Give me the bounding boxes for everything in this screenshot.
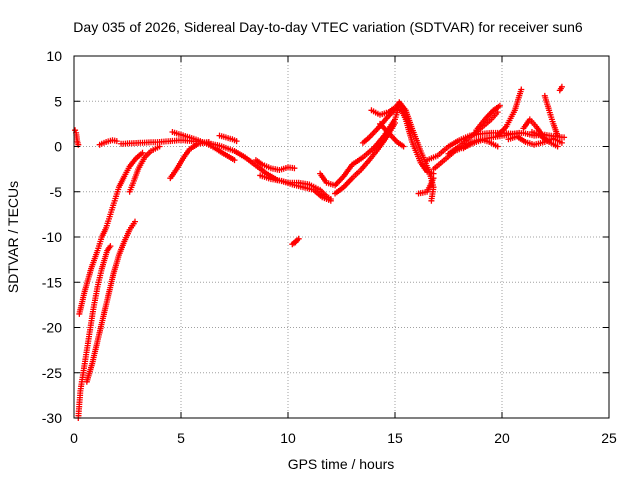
data-point-markers — [216, 132, 240, 145]
y-tick-label: -25 — [42, 365, 62, 381]
data-point-markers — [252, 157, 298, 173]
data-track — [505, 133, 565, 148]
data-track — [377, 120, 407, 150]
y-tick-label: 5 — [54, 93, 62, 109]
data-point-markers — [76, 149, 146, 317]
data-point-markers — [473, 102, 503, 134]
data-track — [445, 109, 501, 157]
x-tick-label: 0 — [70, 430, 78, 446]
data-track — [257, 172, 334, 204]
data-point-markers — [169, 129, 238, 164]
data-point-markers — [494, 86, 525, 139]
data-track — [494, 86, 525, 139]
data-track — [556, 83, 565, 94]
data-point-markers — [75, 243, 114, 421]
data-point-markers — [72, 127, 82, 148]
y-tick-label: -5 — [50, 184, 63, 200]
y-tick-label: -20 — [42, 320, 62, 336]
x-tick-label: 20 — [494, 430, 510, 446]
grid-layer — [74, 56, 609, 418]
ticks-layer: 0 5 10 15 20 25 -30 -25 -20 -15 -10 -5 0 5 10 — [42, 48, 617, 446]
data-track — [415, 175, 437, 197]
data-point-markers — [96, 137, 120, 148]
data-track — [83, 218, 138, 385]
data-point-markers — [83, 218, 138, 385]
data-point-markers — [541, 92, 561, 139]
data-track — [317, 102, 437, 189]
data-track — [368, 104, 398, 118]
y-tick-label: 10 — [46, 48, 62, 64]
y-tick-label: 0 — [54, 139, 62, 155]
data-track — [96, 137, 120, 148]
data-track — [289, 235, 302, 248]
data-point-markers — [415, 175, 437, 197]
data-track — [252, 157, 298, 173]
data-point-markers — [126, 143, 163, 195]
data-track — [72, 127, 82, 148]
data-point-markers — [556, 83, 565, 94]
data-track — [473, 102, 503, 134]
data-point-markers — [317, 102, 437, 189]
chart-title: Day 035 of 2026, Sidereal Day-to-day VTE… — [73, 19, 583, 35]
y-axis-label: SDTVAR / TECUs — [5, 181, 21, 293]
data-track — [541, 92, 561, 139]
y-tick-label: -10 — [42, 229, 62, 245]
data-point-markers — [505, 133, 565, 148]
data-point-markers — [332, 120, 398, 197]
data-track — [118, 137, 334, 202]
data-point-markers — [257, 172, 334, 204]
data-point-markers — [289, 235, 302, 248]
data-track — [520, 116, 546, 139]
data-point-markers — [118, 137, 334, 202]
data-point-markers — [445, 109, 501, 157]
data-track — [460, 136, 501, 152]
y-tick-label: -30 — [42, 410, 62, 426]
x-axis-label: GPS time / hours — [288, 456, 395, 472]
data-track — [126, 143, 163, 195]
x-tick-label: 25 — [601, 430, 617, 446]
data-track — [76, 149, 146, 317]
data-track — [75, 243, 114, 421]
data-layer — [72, 83, 568, 421]
data-point-markers — [368, 104, 398, 118]
data-point-markers — [460, 136, 501, 152]
x-tick-label: 15 — [387, 430, 403, 446]
data-track — [169, 129, 238, 164]
data-track — [332, 120, 398, 197]
data-point-markers — [377, 120, 407, 150]
y-tick-label: -15 — [42, 274, 62, 290]
data-track — [216, 132, 240, 145]
data-point-markers — [520, 116, 546, 139]
x-tick-label: 10 — [280, 430, 296, 446]
x-tick-label: 5 — [177, 430, 185, 446]
